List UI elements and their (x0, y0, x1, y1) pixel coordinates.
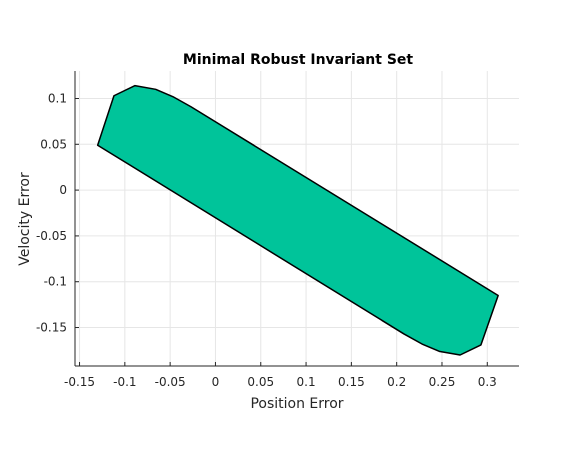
x-tick-label: 0 (212, 375, 220, 389)
y-tick-label: 0.1 (48, 91, 67, 105)
y-tick-label: -0.05 (36, 229, 67, 243)
x-tick-label: 0.05 (247, 375, 274, 389)
axis-layer: -0.15 -0.1 -0.05 0 0.05 0.1 0.15 0.2 0.25 0.3 0.1 0… (36, 71, 519, 389)
y-tick-label: 0 (59, 183, 67, 197)
x-tick-label: 0.2 (387, 375, 406, 389)
y-tick-label: -0.1 (44, 275, 67, 289)
x-tick-label: 0.25 (429, 375, 456, 389)
chart-title: Minimal Robust Invariant Set (183, 52, 414, 68)
x-tick-label: 0.1 (297, 375, 316, 389)
x-tick-label: 0.3 (478, 375, 497, 389)
invariant-set-polygon (96, 84, 499, 356)
x-tick-label: -0.05 (155, 375, 186, 389)
y-axis-label: Velocity Error (17, 172, 33, 266)
y-tick-label: 0.05 (40, 137, 67, 151)
data-layer (96, 84, 499, 356)
x-tick-label: 0.15 (338, 375, 365, 389)
x-tick-label: -0.15 (64, 375, 95, 389)
y-tick-label: -0.15 (36, 321, 67, 335)
x-tick-label: -0.1 (113, 375, 136, 389)
x-axis-label: Position Error (250, 396, 343, 412)
